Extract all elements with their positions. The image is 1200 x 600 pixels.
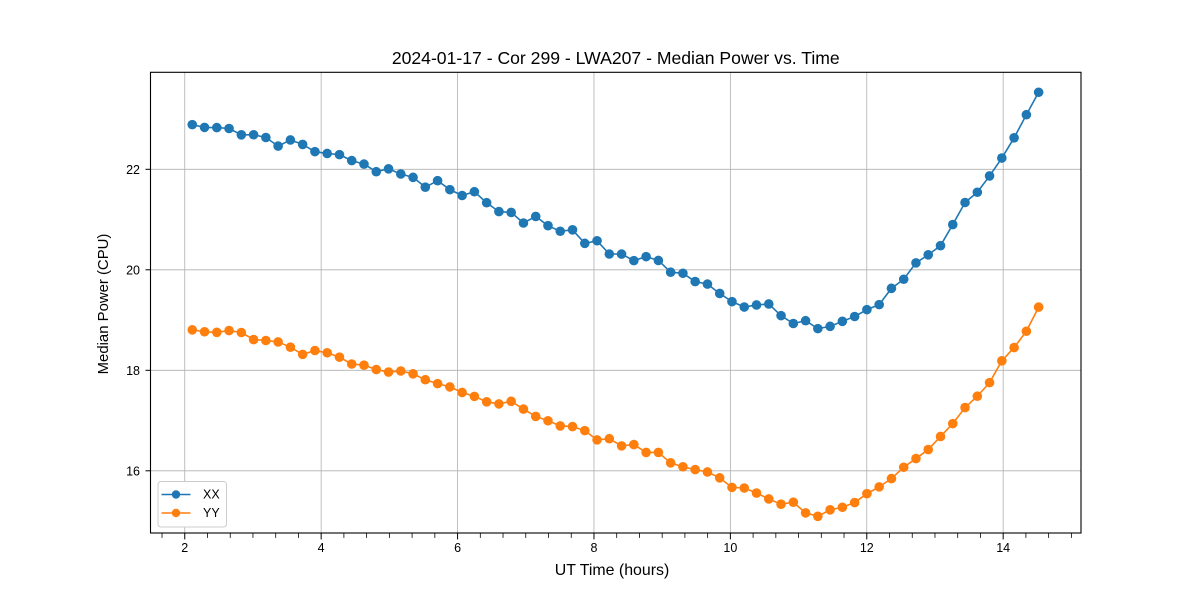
svg-text:6: 6 xyxy=(454,541,461,555)
svg-text:16: 16 xyxy=(126,464,140,478)
svg-text:YY: YY xyxy=(203,506,220,520)
svg-text:2: 2 xyxy=(181,541,188,555)
svg-text:4: 4 xyxy=(318,541,325,555)
svg-text:10: 10 xyxy=(723,541,737,555)
svg-text:2024-01-17 - Cor 299 - LWA207: 2024-01-17 - Cor 299 - LWA207 - Median P… xyxy=(392,48,840,68)
svg-text:20: 20 xyxy=(126,263,140,277)
svg-text:8: 8 xyxy=(590,541,597,555)
svg-text:12: 12 xyxy=(860,541,874,555)
svg-text:UT Time (hours): UT Time (hours) xyxy=(555,562,670,579)
svg-text:18: 18 xyxy=(126,364,140,378)
svg-text:22: 22 xyxy=(126,163,140,177)
svg-text:XX: XX xyxy=(203,488,220,502)
svg-text:Median Power (CPU): Median Power (CPU) xyxy=(96,234,112,375)
svg-text:14: 14 xyxy=(996,541,1010,555)
